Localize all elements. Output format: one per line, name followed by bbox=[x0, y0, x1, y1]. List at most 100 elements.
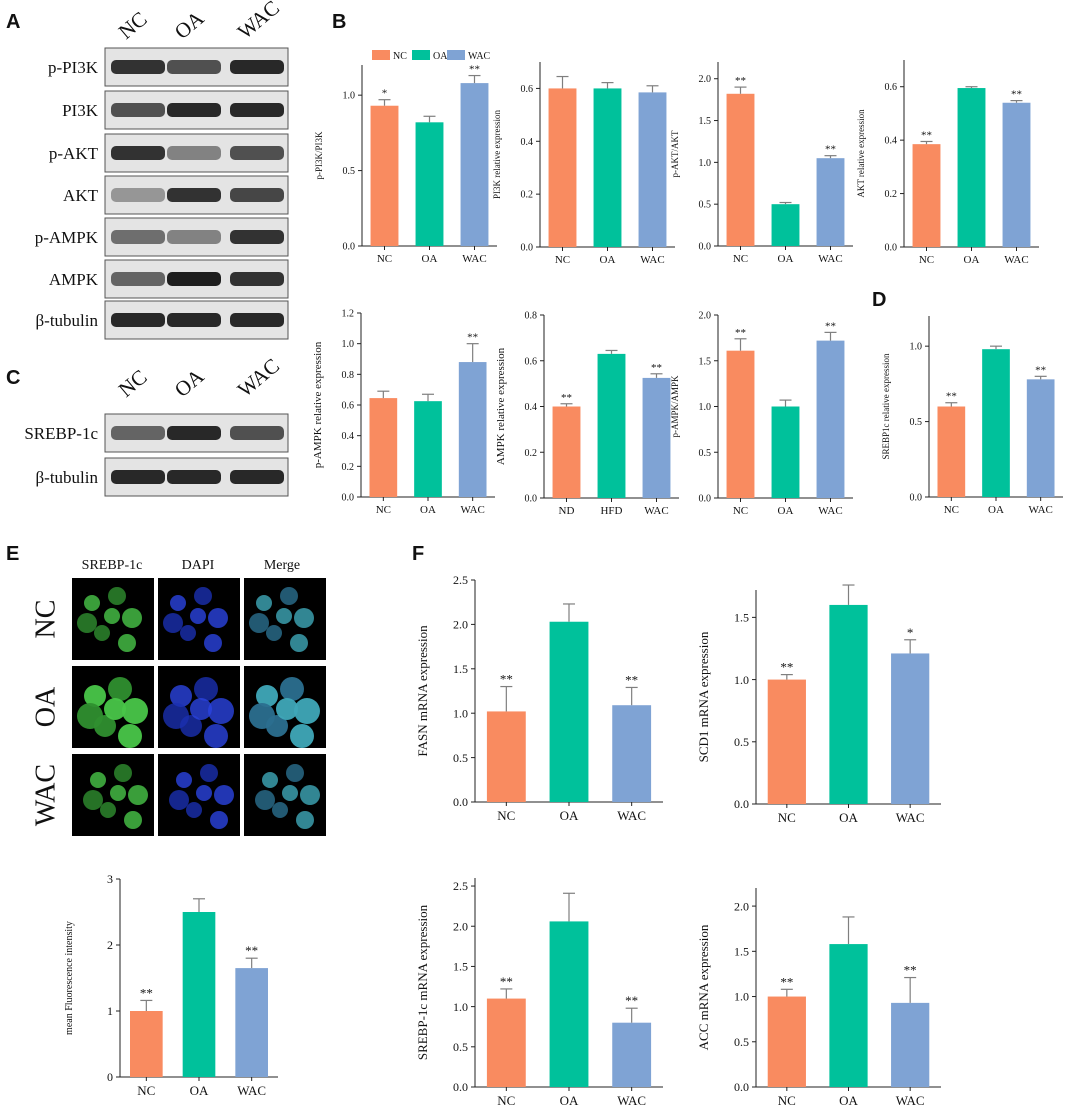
y-tick-label: 2.0 bbox=[453, 618, 468, 632]
y-tick-label: 0.0 bbox=[525, 494, 538, 505]
blot-a-band bbox=[111, 188, 165, 202]
y-tick-label: 0.2 bbox=[885, 189, 898, 200]
y-tick-label: 0.6 bbox=[885, 82, 898, 93]
if-cell bbox=[128, 785, 148, 805]
panel-letter-d: D bbox=[872, 289, 886, 311]
blot-c-band bbox=[167, 426, 221, 440]
if-cell bbox=[200, 764, 218, 782]
x-tick-label: WAC bbox=[460, 504, 484, 516]
bar-chart: 0.0 0.5 1.0 1.5 2.0 p-AMPK/AMPK NC ** OA WAC ** bbox=[670, 311, 853, 517]
western-blot-a: NC OA WAC p-PI3K PI3K p-AKT AKT p-AMPK AMPK β-tub… bbox=[35, 0, 289, 340]
x-tick-label: WAC bbox=[237, 1083, 266, 1098]
blot-c-band bbox=[230, 470, 284, 484]
y-tick-label: 1.5 bbox=[699, 356, 712, 367]
y-tick-label: 1.0 bbox=[699, 158, 712, 169]
y-tick-label: 0.0 bbox=[343, 242, 356, 253]
if-column-label: DAPI bbox=[182, 558, 215, 573]
blot-a-lane-label: OA bbox=[170, 5, 209, 43]
if-cell bbox=[256, 595, 272, 611]
x-tick-label: WAC bbox=[617, 808, 646, 823]
bar-chart: 0.0 0.5 1.0 1.5 SCD1 mRNA expression NC ** OA WA… bbox=[696, 584, 941, 825]
y-axis-label: ACC mRNA expression bbox=[696, 924, 711, 1050]
bar bbox=[771, 204, 800, 246]
significance-label: ** bbox=[735, 327, 746, 339]
blot-c-lane-label: NC bbox=[114, 365, 152, 402]
blot-a-band bbox=[230, 272, 284, 286]
significance-label: ** bbox=[469, 64, 480, 76]
y-axis-label: SCD1 mRNA expression bbox=[696, 631, 711, 762]
if-cell bbox=[290, 634, 308, 652]
x-tick-label: NC bbox=[376, 504, 391, 516]
y-tick-label: 1.0 bbox=[734, 673, 749, 687]
blot-c-band bbox=[167, 470, 221, 484]
bar bbox=[612, 705, 652, 802]
y-tick-label: 2.0 bbox=[699, 74, 712, 85]
blot-c-row-label: β-tubulin bbox=[36, 468, 99, 487]
y-axis-label: FASN mRNA expression bbox=[415, 625, 430, 757]
blot-c-band bbox=[111, 470, 165, 484]
y-tick-label: 1.5 bbox=[734, 945, 749, 959]
y-tick-label: 2.5 bbox=[453, 879, 468, 893]
bar bbox=[612, 1022, 652, 1087]
y-tick-label: 0.0 bbox=[453, 1080, 468, 1094]
significance-label: ** bbox=[1011, 89, 1022, 101]
y-tick-label: 1.5 bbox=[453, 662, 468, 676]
x-tick-label: OA bbox=[420, 504, 436, 516]
bar bbox=[370, 105, 399, 246]
y-tick-label: 0.5 bbox=[343, 166, 356, 177]
if-cell bbox=[84, 595, 100, 611]
bar bbox=[726, 350, 755, 498]
if-cell bbox=[77, 703, 103, 729]
x-tick-label: OA bbox=[839, 810, 858, 825]
blot-a-row-label: AKT bbox=[63, 186, 99, 205]
y-tick-label: 0.0 bbox=[885, 243, 898, 254]
if-cell bbox=[170, 595, 186, 611]
blot-a-lane-label: WAC bbox=[233, 0, 284, 44]
y-axis-label: p-PI3K/PI3K bbox=[314, 131, 324, 180]
bar bbox=[486, 998, 526, 1087]
y-tick-label: 2.0 bbox=[699, 311, 712, 322]
if-cell bbox=[208, 698, 234, 724]
legend-swatch-nc bbox=[372, 50, 390, 60]
x-tick-label: NC bbox=[944, 504, 959, 516]
blot-a-band bbox=[167, 60, 221, 74]
x-tick-label: NC bbox=[919, 254, 934, 266]
if-cell bbox=[208, 608, 228, 628]
x-tick-label: WAC bbox=[1028, 504, 1052, 516]
x-tick-label: HFD bbox=[600, 505, 622, 517]
blot-a-band bbox=[230, 103, 284, 117]
bar-chart: 0.0 0.2 0.4 0.6 AKT relative expression NC ** O… bbox=[856, 60, 1039, 266]
x-tick-label: OA bbox=[600, 254, 616, 266]
significance-label: ** bbox=[561, 392, 572, 404]
if-cell bbox=[194, 677, 218, 701]
legend: NC OA WAC bbox=[372, 50, 491, 62]
y-tick-label: 0.2 bbox=[525, 448, 538, 459]
blot-a-row-label: p-PI3K bbox=[48, 58, 99, 77]
y-axis-label: p-AKT/AKT bbox=[670, 130, 680, 177]
blot-c-lane-label: WAC bbox=[233, 353, 284, 401]
significance-label: ** bbox=[946, 391, 957, 403]
x-tick-label: NC bbox=[497, 1093, 515, 1108]
bar-chart: 0.0 0.5 1.0 1.5 2.0 2.5 FASN mRNA expression NC… bbox=[415, 573, 663, 823]
bar bbox=[982, 349, 1010, 497]
bar bbox=[593, 88, 622, 247]
blot-a-lane-label: NC bbox=[114, 7, 152, 44]
immunofluorescence-grid: SREBP-1c DAPI Merge NC OA WAC bbox=[30, 558, 326, 836]
blot-a-band bbox=[111, 146, 165, 160]
significance-label: ** bbox=[140, 985, 153, 1000]
blot-a-band bbox=[230, 188, 284, 202]
y-tick-label: 0.0 bbox=[521, 243, 534, 254]
if-cell bbox=[163, 613, 183, 633]
if-cell bbox=[249, 613, 269, 633]
blot-a-row-label: p-AMPK bbox=[35, 228, 99, 247]
y-tick-label: 0.6 bbox=[342, 401, 355, 412]
if-cell bbox=[280, 677, 304, 701]
x-tick-label: OA bbox=[560, 808, 579, 823]
if-cell bbox=[276, 608, 292, 624]
y-tick-label: 0.0 bbox=[910, 493, 923, 504]
y-tick-label: 0.2 bbox=[342, 462, 355, 473]
y-axis-label: AMPK relative expression bbox=[495, 347, 507, 465]
x-tick-label: NC bbox=[778, 810, 796, 825]
y-tick-label: 1.2 bbox=[342, 309, 355, 320]
